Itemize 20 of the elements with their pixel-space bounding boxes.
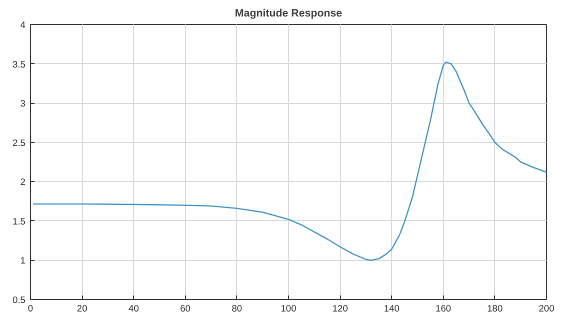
x-tick-label: 200	[538, 304, 554, 314]
y-tick-label: 3.5	[12, 59, 26, 70]
x-tick-label: 0	[28, 304, 34, 314]
y-tick-label: 1.5	[12, 216, 26, 226]
x-tick-label: 140	[384, 304, 400, 314]
x-tick-label: 180	[487, 304, 503, 314]
x-tick-label: 80	[232, 304, 242, 314]
y-tick-label: 1	[20, 256, 26, 266]
x-tick-label: 160	[436, 304, 452, 314]
x-tick-label: 60	[180, 304, 191, 314]
x-tick-label: 120	[332, 304, 348, 314]
y-tick-label: 2	[20, 177, 26, 188]
x-tick-label: 20	[76, 304, 88, 314]
y-tick-label: 3	[20, 98, 26, 109]
x-tick-label: 100	[280, 304, 296, 314]
chart-title: Magnitude Response	[234, 8, 342, 20]
y-tick-label: 0.5	[12, 295, 26, 305]
y-tick-label: 2.5	[12, 138, 26, 148]
x-tick-label: 40	[128, 304, 139, 314]
y-tick-label: 4	[20, 20, 26, 30]
